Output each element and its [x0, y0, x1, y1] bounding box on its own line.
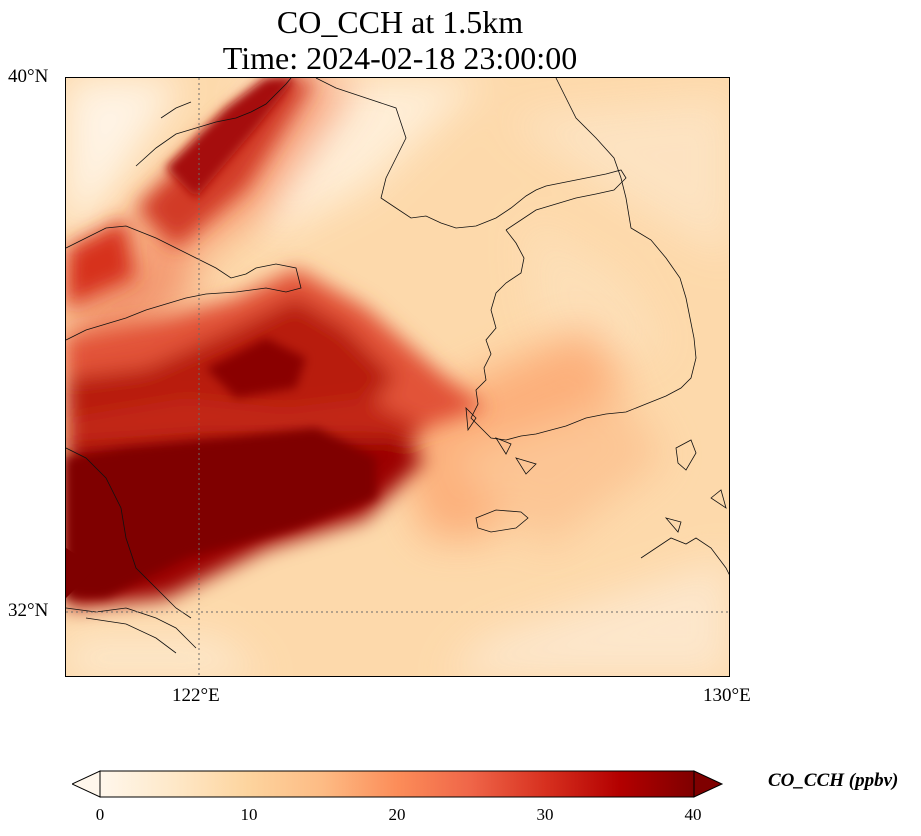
colorbar-tick-20: 20 — [388, 805, 406, 824]
colorbar-min-extend — [72, 770, 101, 798]
gridlines — [66, 78, 729, 676]
colorbar — [72, 770, 724, 798]
map-panel — [65, 77, 730, 677]
colorbar-max-extend — [693, 770, 724, 798]
map-title: CO_CCH at 1.5km — [276, 4, 524, 40]
colorbar-tick-30: 30 — [536, 805, 554, 824]
colorbar-label: CO_CCH (ppbv) — [768, 770, 899, 791]
colorbar-tick-10: 10 — [240, 805, 258, 824]
map-svg — [66, 78, 729, 676]
colorbar-gradient — [99, 770, 695, 798]
lat-label-40n: 40°N — [8, 66, 49, 87]
map-subtitle-time: Time: 2024-02-18 23:00:00 — [222, 40, 578, 76]
colorbar-tick-40: 40 — [684, 805, 702, 824]
lat-label-32n: 32°N — [8, 600, 49, 621]
coastlines — [66, 78, 729, 654]
concentration-field — [66, 78, 729, 676]
lon-label-122e: 122°E — [172, 685, 220, 706]
colorbar-tick-0: 0 — [95, 805, 105, 824]
lon-label-130e: 130°E — [703, 685, 751, 706]
